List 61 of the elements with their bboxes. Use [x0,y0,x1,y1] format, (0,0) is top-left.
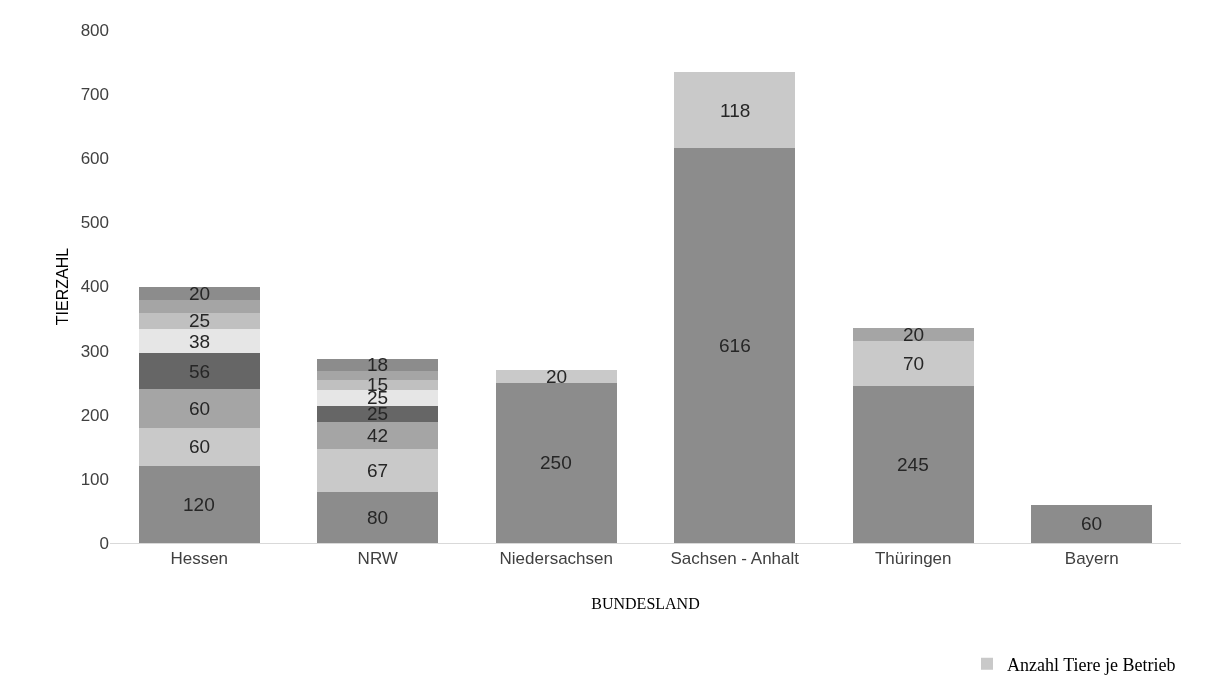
x-tick-label: Niedersachsen [499,549,613,569]
bar [1031,504,1153,543]
bar [317,358,439,371]
y-tick-label: 800 [80,20,109,40]
data-label: 60 [189,436,211,457]
bar [674,147,796,543]
data-label: 20 [903,324,925,345]
bar [317,380,439,390]
y-tick-label: 300 [80,341,109,361]
bar [138,312,260,329]
y-tick-label: 500 [80,213,109,233]
y-tick-label: 200 [80,405,109,425]
bar [852,385,974,543]
bar [317,405,439,422]
data-label: 67 [367,460,389,481]
bar [317,448,439,492]
x-tick-label: Sachsen - Anhalt [670,549,800,569]
bar [317,421,439,449]
data-label: 42 [367,425,389,446]
data-label: 20 [546,366,568,387]
legend-label: Anzahl Tiere je Betrieb [1007,654,1176,675]
data-label: 120 [183,494,215,515]
data-label: 20 [189,283,211,304]
data-label: 60 [189,398,211,419]
bar [138,299,260,313]
data-label: 25 [367,403,389,424]
data-label: 616 [719,335,751,356]
data-label: 250 [540,452,572,473]
data-label: 56 [189,361,211,382]
bar [852,328,974,342]
y-tick-label: 100 [80,469,109,489]
data-label: 25 [189,310,211,331]
bar [138,466,260,543]
bar [138,389,260,428]
bar [495,382,617,543]
bar [852,341,974,386]
bar [495,369,617,383]
data-label: 118 [720,100,751,121]
x-tick-label: Bayern [1064,549,1119,569]
y-tick-label: 700 [80,85,109,105]
y-tick-label: 0 [99,533,109,553]
bar [317,491,439,543]
x-axis-title: BUNDESLAND [591,595,700,613]
data-label: 80 [367,507,389,528]
x-tick-label: Hessen [170,549,229,569]
data-label: 38 [189,331,211,352]
bar [674,72,796,148]
bar [138,328,260,354]
data-label: 18 [367,354,389,375]
y-tick-label: 400 [80,277,109,297]
bar [138,353,260,390]
bar [138,427,260,467]
bar [138,287,260,300]
bar [317,389,439,406]
x-tick-label: Thüringen [874,549,952,569]
data-label: 60 [1081,513,1103,534]
x-tick-label: NRW [357,549,398,569]
y-tick-label: 600 [80,149,109,169]
data-label: 245 [897,454,929,475]
y-axis-title: TIERZAHL [54,247,71,326]
data-label: 70 [903,353,925,374]
